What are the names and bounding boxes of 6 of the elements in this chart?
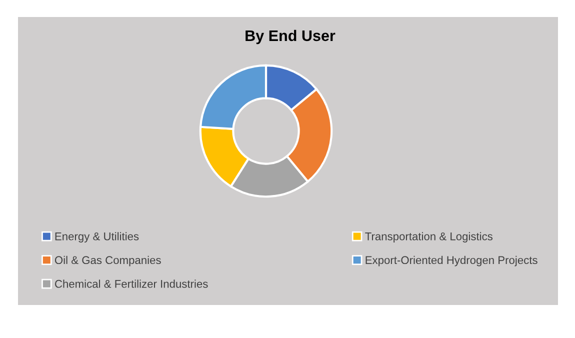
- legend-label: Transportation & Logistics: [365, 232, 492, 242]
- legend-label: Export-Oriented Hydrogen Projects: [366, 256, 538, 266]
- chart-title: By End User: [246, 30, 336, 44]
- legend-label: Chemical & Fertilizer Industries: [55, 280, 208, 288]
- legend-label: Oil & Gas Companies: [54, 256, 161, 266]
- legend-label: Energy & Utilities: [55, 232, 139, 242]
